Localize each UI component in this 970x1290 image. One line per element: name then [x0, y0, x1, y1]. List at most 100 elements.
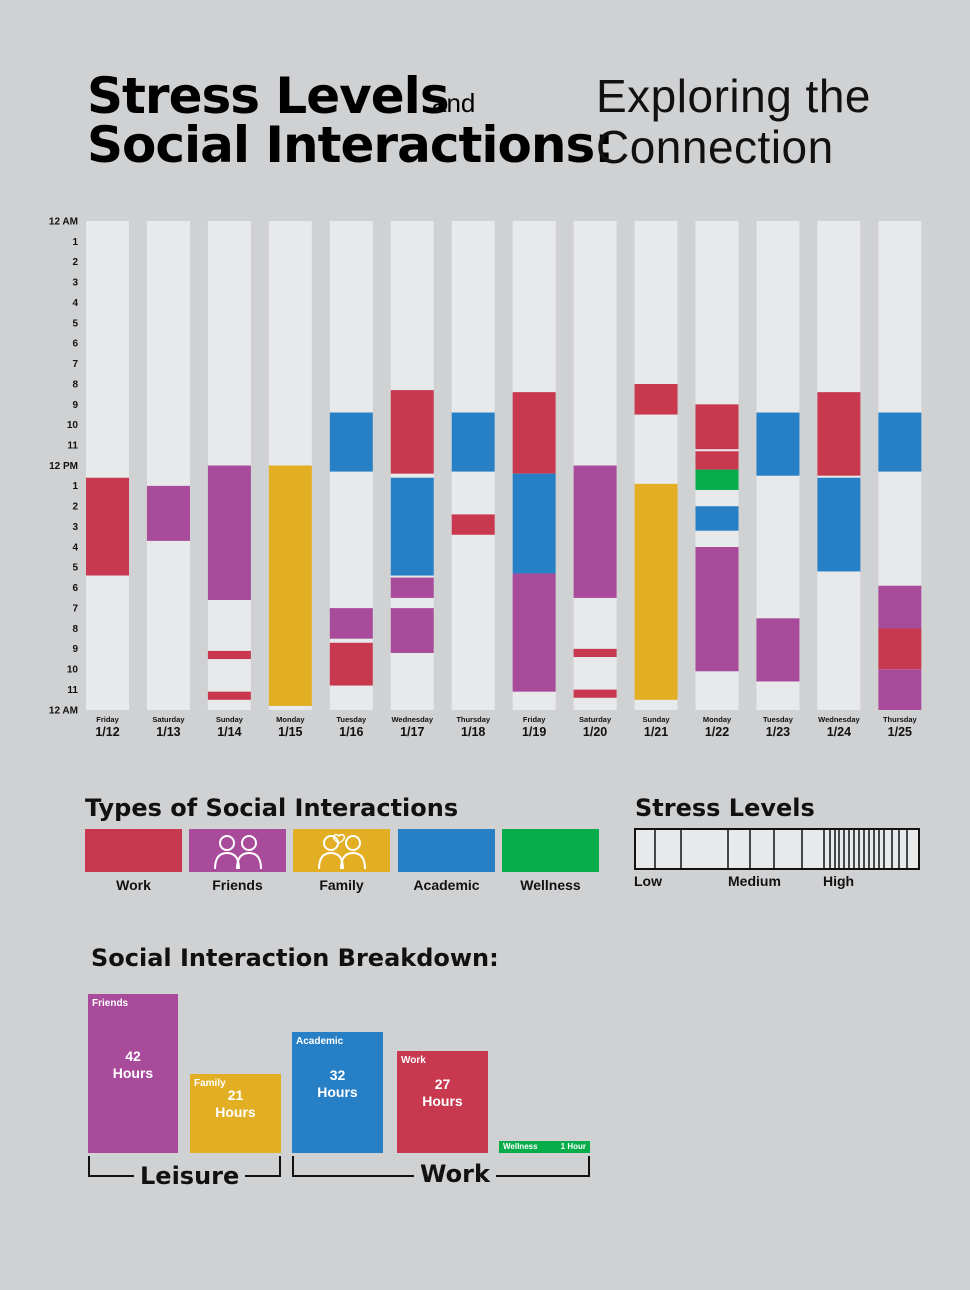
- y-tick-label: 1: [72, 237, 78, 248]
- y-tick-label: 9: [72, 400, 78, 411]
- segment-friends: [512, 573, 556, 692]
- segment-work: [207, 650, 251, 660]
- x-weekday-label: Monday: [703, 715, 732, 724]
- breakdown-bar-name: Family: [194, 1077, 226, 1089]
- stress-title: Stress Levels: [635, 794, 815, 822]
- segment-friends: [756, 618, 800, 682]
- x-date-label: 1/20: [583, 725, 607, 739]
- segment-work: [573, 648, 617, 658]
- work-group-label: Work: [414, 1160, 496, 1188]
- x-date-label: 1/13: [156, 725, 180, 739]
- x-date-label: 1/23: [766, 725, 790, 739]
- x-weekday-label: Thursday: [883, 715, 918, 724]
- breakdown-hours-unit: Hours: [317, 1083, 358, 1100]
- x-date-label: 1/22: [705, 725, 729, 739]
- segment-work: [390, 390, 434, 474]
- breakdown-hours-unit: Hours: [422, 1092, 463, 1109]
- segment-friends: [390, 608, 434, 653]
- two-people-heart-icon: [318, 833, 366, 870]
- legend-swatch-academic: [398, 829, 495, 872]
- work-bracket-right-tick: [588, 1156, 590, 1177]
- y-tick-label: 8: [72, 379, 78, 390]
- x-weekday-label: Saturday: [579, 715, 612, 724]
- y-tick-label: 10: [67, 420, 79, 431]
- y-tick-label: 2: [72, 257, 78, 268]
- x-weekday-label: Wednesday: [391, 715, 433, 724]
- x-weekday-label: Sunday: [216, 715, 244, 724]
- segment-friends: [878, 669, 922, 710]
- stress-medium-label: Medium: [728, 873, 781, 889]
- breakdown-bar-work: Work 27 Hours: [397, 1050, 488, 1153]
- x-weekday-label: Tuesday: [763, 715, 794, 724]
- x-weekday-label: Friday: [523, 715, 546, 724]
- breakdown-hours-unit: Hours: [215, 1104, 256, 1121]
- y-tick-label: 7: [72, 603, 78, 614]
- segment-work: [451, 514, 495, 535]
- breakdown-bar-family: Family 21 Hours: [190, 1073, 281, 1153]
- breakdown-bar-hours: 21 Hours: [190, 1087, 281, 1121]
- legend-title: Types of Social Interactions: [85, 794, 459, 822]
- breakdown-hours-unit: Hours: [112, 1064, 154, 1081]
- y-tick-label: 6: [72, 339, 78, 350]
- title-and: and: [432, 88, 476, 118]
- segment-academic: [329, 412, 373, 472]
- breakdown-bar-name: Friends: [92, 998, 129, 1010]
- segment-work: [695, 451, 739, 470]
- y-tick-label: 3: [72, 278, 78, 289]
- y-tick-label: 5: [72, 563, 78, 574]
- segment-work: [695, 404, 739, 450]
- segment-friends: [390, 577, 434, 598]
- y-tick-label: 10: [67, 665, 79, 676]
- breakdown-bar-hours: 1 Hour: [560, 1142, 586, 1151]
- y-tick-label: 2: [72, 502, 78, 513]
- legend-swatch-friends: [189, 829, 286, 872]
- segment-academic: [878, 412, 922, 472]
- y-tick-label: 8: [72, 624, 78, 635]
- legend-label-wellness: Wellness: [520, 877, 581, 893]
- x-weekday-label: Saturday: [152, 715, 185, 724]
- segment-friends: [573, 465, 617, 598]
- y-tick-label: 12 PM: [49, 461, 78, 472]
- y-tick-label: 6: [72, 583, 78, 594]
- leisure-bracket-left-tick: [88, 1156, 90, 1177]
- breakdown-hours-value: 21: [227, 1087, 244, 1104]
- two-people-icon: [214, 835, 262, 870]
- y-tick-label: 3: [72, 522, 78, 533]
- breakdown-bar-hours: 42 Hours: [88, 1048, 178, 1082]
- y-tick-label: 12 AM: [49, 217, 78, 228]
- segment-work: [86, 477, 129, 576]
- legend-label-academic: Academic: [413, 877, 480, 893]
- y-tick-label: 4: [72, 298, 78, 309]
- segment-wellness: [695, 469, 739, 490]
- segment-work: [329, 642, 373, 686]
- segment-work: [573, 689, 617, 698]
- legend-swatch-work: [85, 829, 182, 872]
- stress-high-label: High: [823, 873, 855, 889]
- x-date-label: 1/24: [827, 725, 851, 739]
- segment-friends: [146, 485, 190, 541]
- stress-low-label: Low: [634, 873, 662, 889]
- x-date-label: 1/15: [278, 725, 302, 739]
- segment-work: [817, 392, 861, 476]
- daily-timeline-chart: 12 AM 1 2 3 4 5 6 7 8 9 10 11 12 PM 1 2 3 4 5 6 7 8 9 10 11 12 A…: [49, 217, 922, 739]
- breakdown-bar-name: Work: [401, 1054, 426, 1066]
- y-tick-label: 11: [67, 441, 78, 452]
- breakdown-hours-value: 27: [434, 1075, 451, 1092]
- breakdown-bar-name: Academic: [296, 1036, 344, 1048]
- legend-label-friends: Friends: [212, 877, 263, 893]
- breakdown-bar-academic: Academic 32 Hours: [292, 1032, 383, 1153]
- segment-friends: [329, 608, 373, 639]
- subtitle-line-2: Connection: [596, 121, 834, 173]
- title-line-1: Stress Levels: [87, 67, 450, 125]
- stress-scale: [634, 828, 920, 870]
- breakdown-bar-friends: Friends 42 Hours: [88, 994, 178, 1153]
